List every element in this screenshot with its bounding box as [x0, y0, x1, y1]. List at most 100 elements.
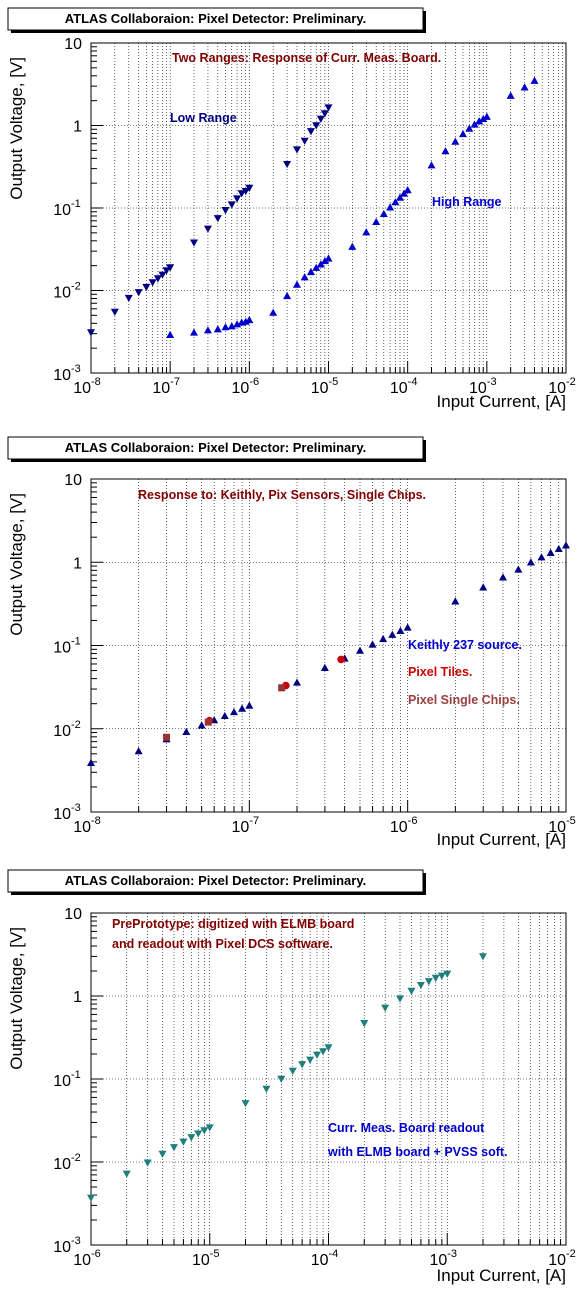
data-point — [203, 225, 212, 233]
grid — [91, 913, 566, 1245]
data-point — [306, 267, 315, 276]
data-point — [158, 1150, 167, 1158]
data-point — [220, 711, 229, 720]
data-point — [204, 718, 212, 726]
data-point — [396, 626, 405, 635]
x-tick-label: 10-7 — [232, 815, 260, 836]
data-point — [306, 1056, 315, 1064]
data-point — [153, 275, 162, 283]
data-point — [241, 187, 250, 196]
annotation: Two Ranges: Response of Curr. Meas. Boar… — [172, 51, 441, 65]
x-tick-label: 10-5 — [311, 376, 339, 397]
data-point — [520, 83, 529, 91]
data-point — [320, 110, 329, 118]
data-point — [245, 184, 254, 192]
data-point — [312, 263, 321, 271]
y-tick-label: 10-3 — [53, 363, 81, 384]
data-point — [348, 242, 357, 250]
data-point — [312, 122, 321, 130]
data-point — [148, 279, 157, 287]
y-tick-label: 10-2 — [53, 1152, 81, 1173]
data-point — [537, 553, 546, 561]
data-point — [312, 1051, 321, 1059]
data-point — [245, 701, 254, 709]
data-point — [200, 1127, 209, 1135]
data-point — [189, 328, 198, 336]
header-box — [7, 869, 424, 893]
data-point — [205, 1124, 214, 1132]
data-point — [478, 953, 487, 961]
data-point — [187, 1134, 196, 1142]
chart-header: ATLAS Collaboraion: Pixel Detector: Prel… — [65, 873, 366, 888]
header-box — [7, 436, 424, 460]
y-tick-label: 10-1 — [53, 636, 81, 657]
data-point — [379, 634, 388, 643]
data-point — [459, 129, 468, 138]
annotation: Response to: Keithly, Pix Sensors, Singl… — [138, 488, 426, 502]
data-point — [316, 115, 325, 123]
x-tick-label: 10-4 — [390, 376, 418, 397]
data-point — [388, 630, 397, 638]
data-point — [300, 137, 309, 145]
data-point — [443, 970, 452, 978]
data-point — [451, 597, 460, 605]
data-point — [368, 640, 377, 648]
data-point — [197, 721, 206, 729]
y-tick-label: 1 — [73, 555, 82, 572]
data-point — [356, 646, 365, 654]
data-point — [213, 325, 222, 333]
data-point — [288, 1067, 297, 1075]
data-point — [479, 114, 488, 123]
data-point — [245, 315, 254, 324]
data-point — [269, 308, 278, 316]
data-point — [416, 981, 425, 990]
annotation: Low Range — [170, 111, 237, 125]
x-tick-label: 10-4 — [311, 1248, 339, 1269]
data-point — [238, 704, 247, 712]
data-point — [189, 239, 198, 247]
series-2 — [166, 76, 539, 339]
data-point — [475, 117, 484, 125]
data-point — [298, 1061, 307, 1069]
data-point — [324, 254, 333, 262]
data-point — [122, 1170, 131, 1178]
data-point — [182, 727, 191, 735]
data-point — [324, 1044, 333, 1052]
data-point — [213, 215, 222, 223]
data-point — [403, 623, 412, 631]
data-point — [158, 271, 167, 279]
data-point — [482, 112, 491, 120]
data-point — [320, 256, 329, 265]
x-tick-label: 10-3 — [429, 1248, 457, 1269]
annotation: High Range — [432, 195, 501, 209]
data-point — [227, 201, 236, 209]
data-point — [360, 1020, 369, 1028]
data-point — [221, 207, 230, 215]
x-tick-label: 10-5 — [548, 815, 576, 836]
chart-panel-1: ATLAS Collaboraion: Pixel Detector: Prel… — [0, 0, 584, 431]
data-point — [506, 91, 515, 99]
data-point — [498, 573, 507, 581]
data-point — [479, 583, 488, 591]
x-axis-label: Input Current, [A] — [437, 392, 566, 411]
annotation: Pixel Single Chips. — [408, 693, 520, 707]
data-point — [386, 203, 395, 211]
data-point — [87, 329, 95, 337]
header-box — [7, 7, 424, 31]
data-point — [451, 137, 460, 145]
y-axis-label: Output Voltage, [V] — [7, 927, 26, 1070]
annotation: PrePrototype: digitized with ELMB board — [112, 917, 354, 931]
data-point — [277, 1075, 286, 1083]
data-point — [395, 995, 404, 1003]
data-point — [292, 280, 301, 288]
y-tick-label: 10 — [64, 906, 82, 923]
data-point — [337, 655, 345, 664]
data-point — [526, 558, 535, 566]
data-point — [379, 209, 388, 218]
y-tick-label: 10-3 — [53, 802, 81, 823]
data-point — [306, 128, 315, 136]
data-point — [227, 322, 236, 330]
data-point — [194, 1130, 203, 1138]
data-point — [470, 120, 479, 128]
y-tick-label: 1 — [73, 119, 82, 136]
